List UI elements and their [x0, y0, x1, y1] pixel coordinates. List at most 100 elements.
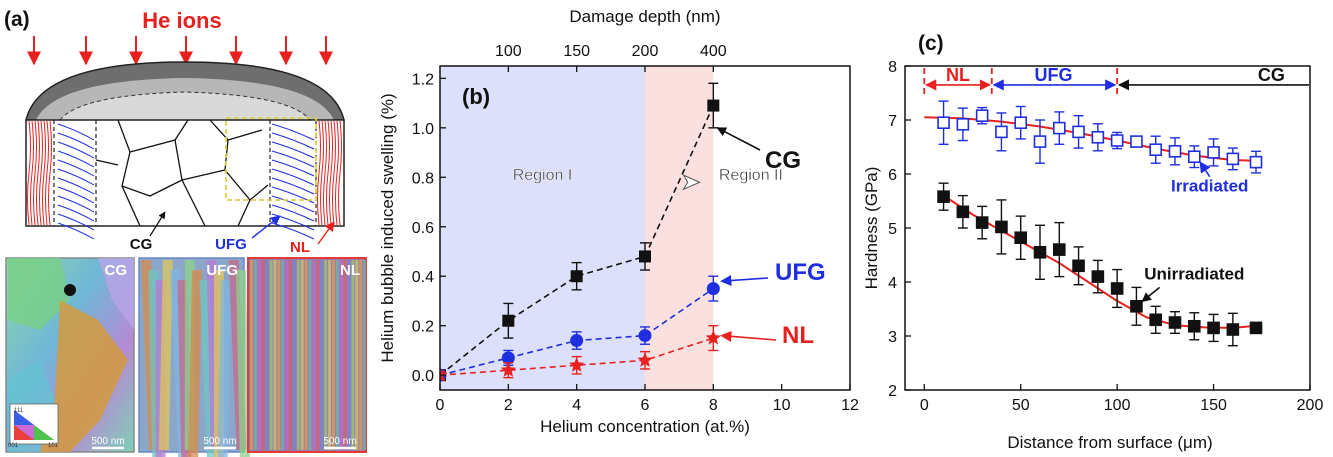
- series-labels-c: Irradiated Unirradiated: [1141, 161, 1248, 303]
- data-point-irradiated: [956, 118, 970, 131]
- micrograph-ufg: UFG 500 nm: [138, 257, 250, 457]
- zone-label-nl: NL: [946, 65, 970, 85]
- axis-ticks-c: 0 50 100 150 200 2 3 4 5 6 7 8: [888, 59, 1323, 414]
- micrograph-cg: 111 001 101 CG 500 nm: [5, 257, 135, 453]
- data-point-ufg: [638, 329, 652, 343]
- nl-pointer: [317, 221, 335, 245]
- data-point-irradiated: [937, 116, 950, 129]
- region-band: [645, 66, 714, 390]
- top-tick-label: 150: [563, 43, 590, 60]
- data-point-nl: [569, 357, 585, 372]
- data-point-cg: [570, 270, 583, 283]
- data-point-irradiated: [1226, 152, 1240, 166]
- axis-ticks-b: 0 2 4 6 8 10 12 0.0 0.2 0.4 0.6 0.8 1.0 1.2 100 150 200 4…: [412, 43, 859, 414]
- series-label-irradiated: Irradiated: [1171, 176, 1248, 195]
- zone-label-ufg: UFG: [215, 236, 247, 253]
- data-point-unirradiated: [1091, 270, 1105, 283]
- data-point-unirradiated: [1052, 243, 1066, 256]
- scale-bar-label: 500 nm: [203, 436, 236, 447]
- series-pointer: [720, 274, 769, 287]
- region-arrow: [682, 174, 701, 191]
- data-point-unirradiated: [1072, 259, 1085, 273]
- data-point-unirradiated: [956, 205, 970, 219]
- hardness-series: [924, 100, 1263, 347]
- top-axis-label-b: Damage depth (nm): [569, 7, 720, 26]
- region-labels: Region I Region II: [513, 167, 783, 191]
- ufg-pointer: [251, 215, 281, 239]
- series-labels-b: CG UFG NL: [716, 127, 826, 349]
- region-label: Region I: [513, 167, 573, 184]
- fit-curve: [943, 194, 1262, 329]
- beam-label: He ions: [142, 8, 221, 33]
- zone-label-cg: CG: [1258, 65, 1285, 85]
- data-point-ufg: [570, 334, 584, 348]
- zone-label-nl: NL: [290, 239, 310, 256]
- y-tick-label: 6: [888, 167, 897, 184]
- x-tick-label: 100: [1104, 397, 1131, 414]
- data-point-irradiated: [1033, 135, 1047, 148]
- nl-lamellae: [27, 120, 342, 226]
- data-point-irradiated: [1014, 116, 1028, 129]
- micrograph-nl: NL 500 nm: [247, 257, 367, 453]
- data-point-irradiated: [1072, 125, 1085, 139]
- series-pointer: [1141, 286, 1161, 303]
- y-tick-label: 0.2: [412, 319, 434, 336]
- region-band: [440, 66, 645, 390]
- y-tick-label: 3: [888, 329, 897, 346]
- data-point-irradiated: [1249, 155, 1263, 169]
- x-tick-label: 8: [709, 397, 718, 414]
- micrograph-label-cg: CG: [105, 262, 128, 279]
- x-tick-label: 12: [841, 397, 859, 414]
- data-point-cg: [707, 99, 720, 112]
- series-pointer: [716, 127, 761, 151]
- series-label-nl: NL: [782, 322, 814, 349]
- series-label-cg: CG: [765, 147, 801, 174]
- micrograph-label-ufg: UFG: [206, 262, 238, 279]
- y-tick-label: 7: [888, 113, 897, 130]
- x-tick-label: 50: [1012, 397, 1030, 414]
- series-pointer: [1199, 161, 1211, 178]
- data-point-irradiated: [1168, 145, 1182, 158]
- x-axis-label-b: Helium concentration (at.%): [540, 417, 750, 436]
- data-point-ufg: [501, 351, 515, 365]
- top-tick-label: 400: [700, 43, 727, 60]
- data-point-nl: [440, 367, 448, 382]
- series-label-ufg: UFG: [775, 259, 826, 286]
- y-tick-label: 5: [888, 221, 897, 238]
- data-point-nl: [500, 362, 516, 377]
- zone-label-ufg: UFG: [1035, 65, 1073, 85]
- data-point-unirradiated: [1014, 231, 1028, 245]
- data-point-irradiated: [1091, 130, 1105, 144]
- y-tick-label: 0.4: [412, 269, 434, 286]
- ufg-grains: [57, 123, 315, 240]
- swelling-series: [440, 82, 721, 382]
- series-line-cg: [440, 105, 715, 376]
- x-tick-label: 4: [572, 397, 581, 414]
- data-point-irradiated: [1052, 121, 1066, 135]
- data-point-unirradiated: [995, 220, 1008, 234]
- top-tick-label: 200: [632, 43, 659, 60]
- data-point-unirradiated: [975, 216, 989, 229]
- y-tick-label: 0.0: [412, 368, 434, 385]
- ipf-tick: 111: [14, 408, 24, 414]
- top-tick-label: 100: [495, 43, 522, 60]
- data-point-irradiated: [995, 125, 1008, 139]
- data-point-unirradiated: [1207, 321, 1220, 335]
- data-point-nl: [705, 330, 721, 345]
- data-point-unirradiated: [1130, 299, 1143, 313]
- data-point-irradiated: [1187, 150, 1201, 164]
- panel-a: (a) He ions CG UFG: [4, 8, 367, 457]
- y-tick-label: 8: [888, 59, 897, 76]
- data-point-cg: [639, 250, 651, 263]
- y-tick-label: 1.2: [412, 71, 434, 88]
- data-point-unirradiated: [937, 190, 950, 203]
- dome-core-layer: [58, 91, 312, 121]
- data-point-unirradiated: [1033, 246, 1047, 259]
- x-tick-label: 0: [436, 397, 445, 414]
- zoom-box: [225, 117, 317, 201]
- panel-c-label: (c): [918, 32, 944, 55]
- data-point-irradiated: [1207, 146, 1220, 159]
- panel-c-chart: NL UFG CG 0 50 100 150 200 2 3 4 5 6 7 8 (c) Distance…: [862, 32, 1323, 452]
- y-axis-label-c: Hardness (GPa): [862, 167, 881, 290]
